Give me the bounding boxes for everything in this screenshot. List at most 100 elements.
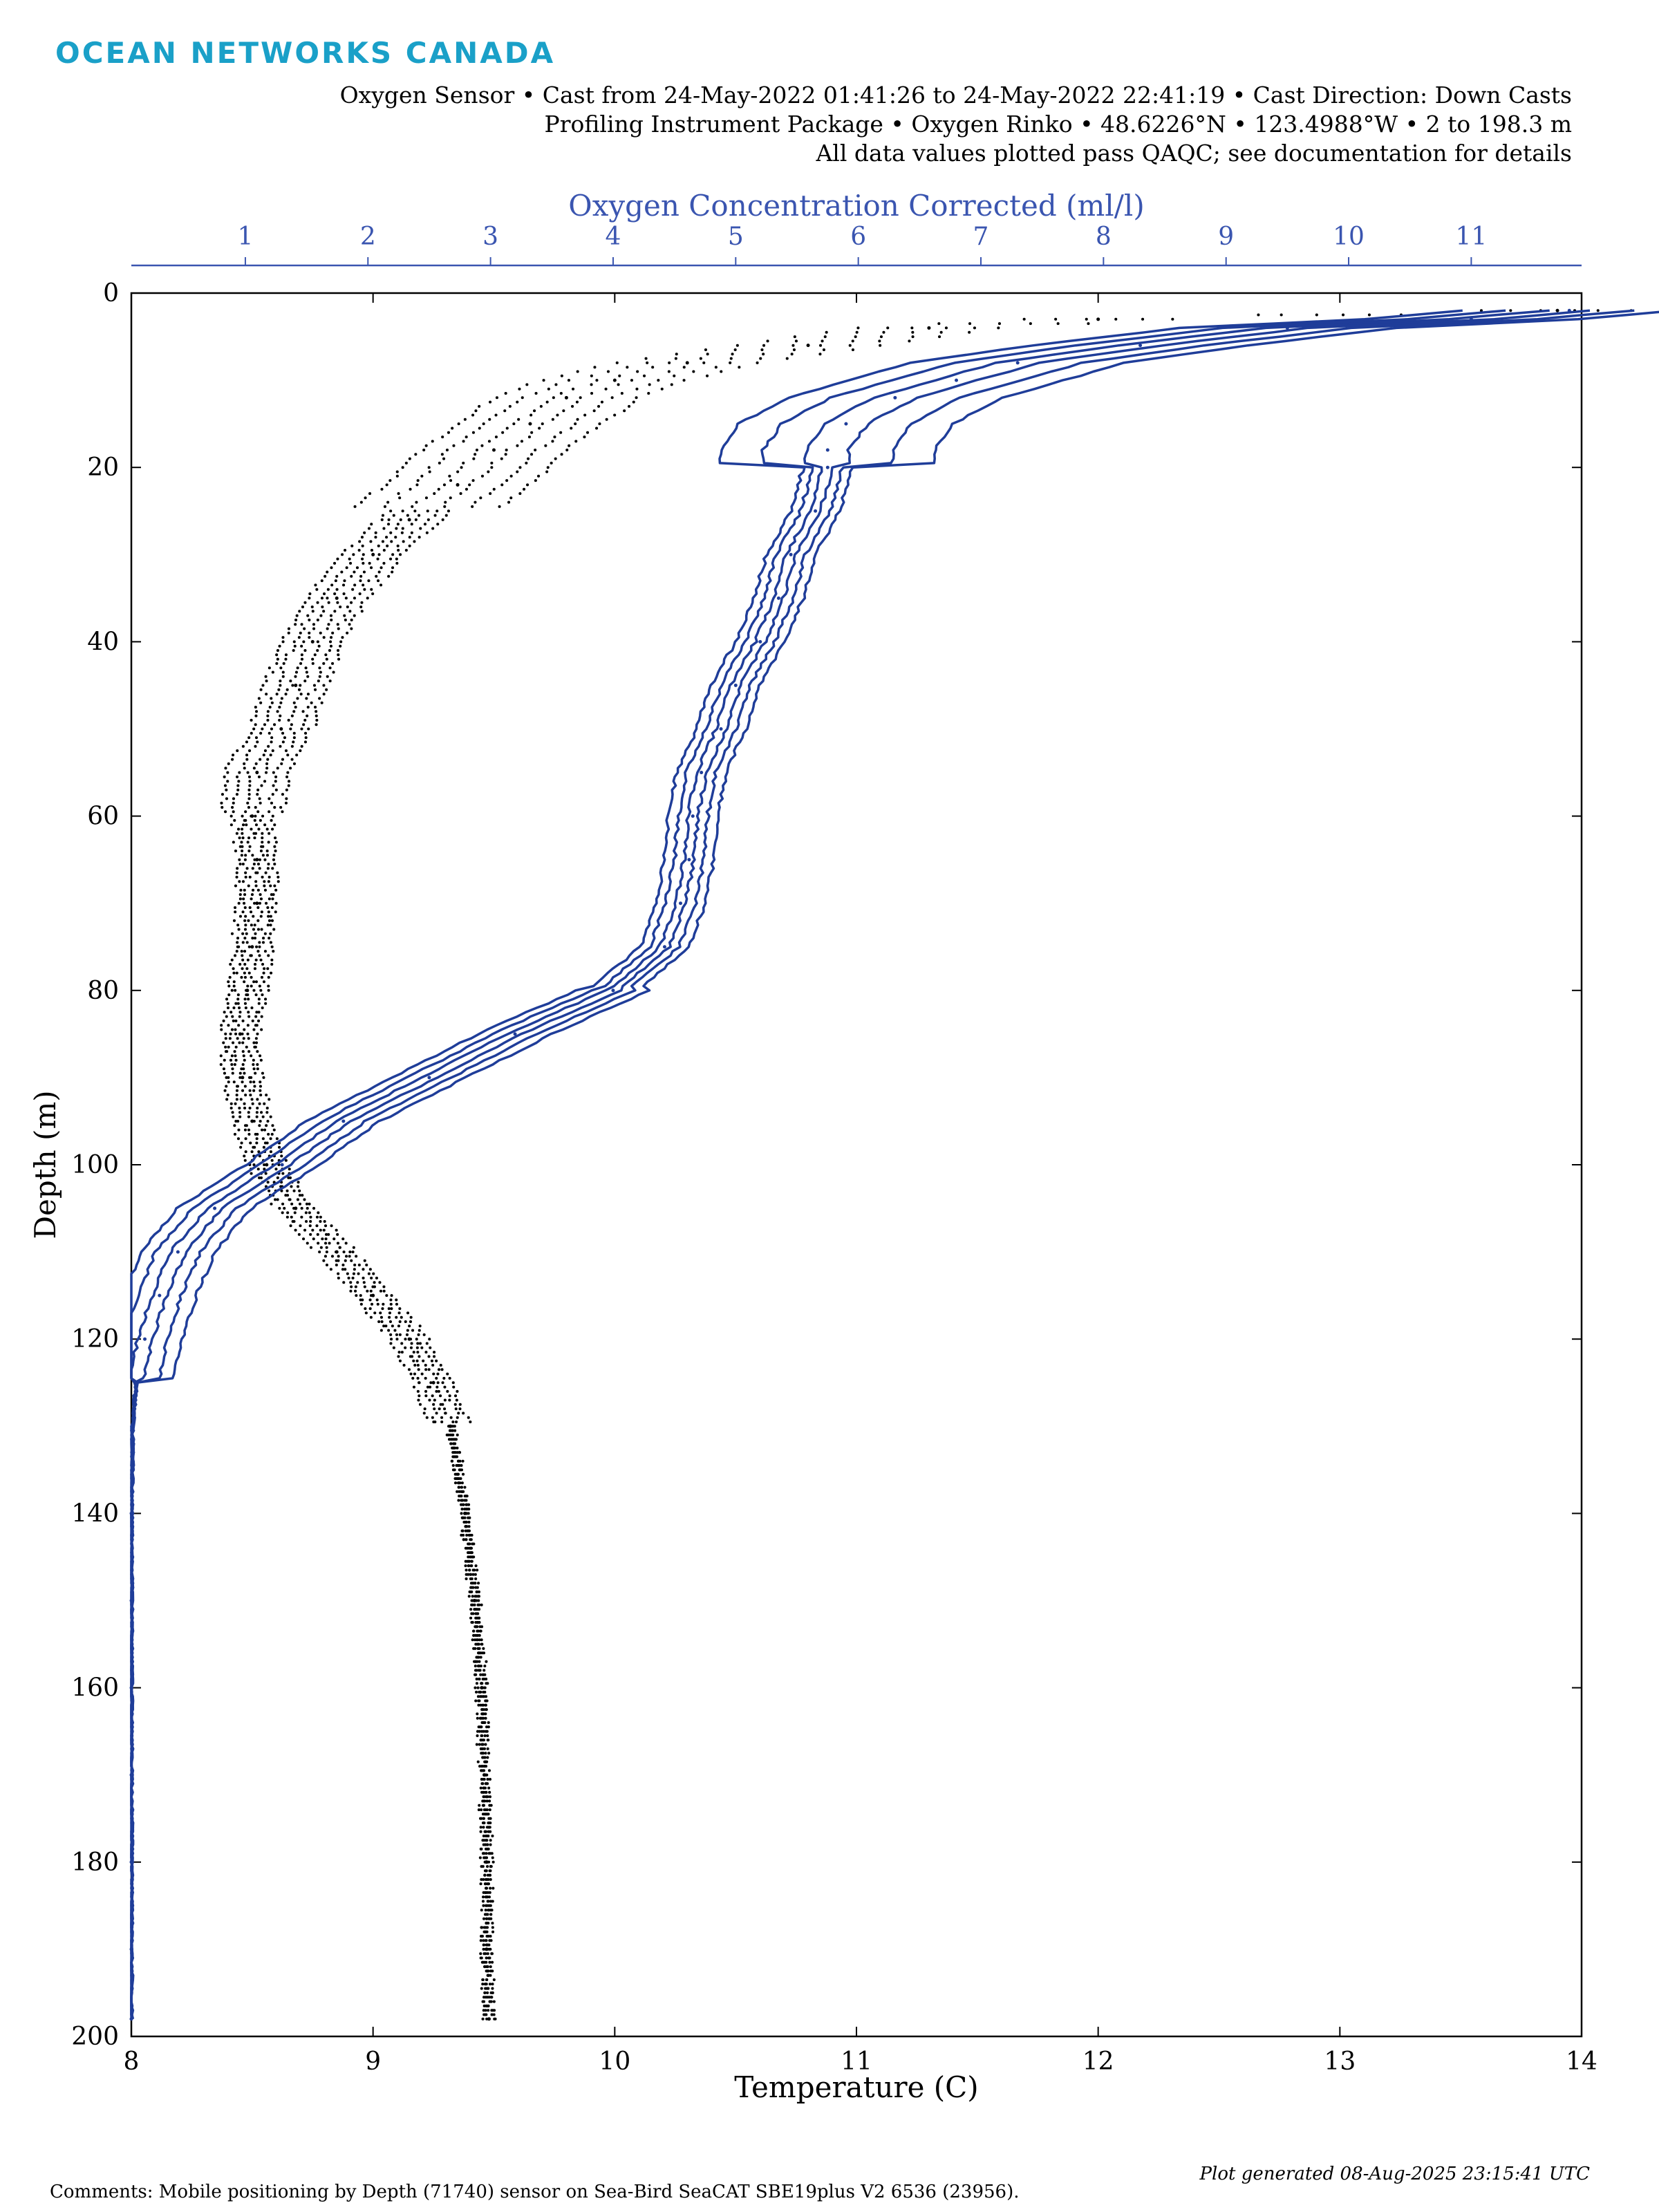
- data-point: [719, 727, 723, 731]
- top-tick-label: 5: [728, 223, 744, 251]
- temperature-cast-points: [241, 309, 1577, 2021]
- data-point: [806, 344, 810, 348]
- data-point: [691, 814, 695, 818]
- data-point: [700, 771, 704, 775]
- data-point: [1096, 317, 1100, 321]
- data-point: [129, 1511, 133, 1515]
- temperature-cast-points: [219, 309, 1483, 2021]
- data-point: [310, 639, 315, 644]
- data-point: [407, 1337, 411, 1341]
- data-point: [480, 1686, 484, 1690]
- x-tick-label: 12: [1082, 2047, 1114, 2076]
- top-tick-label: 7: [973, 223, 989, 251]
- data-point: [1285, 326, 1289, 330]
- y-axis-ticks: 0 20 40 60 80 100 120 140 160 180 200: [71, 279, 1582, 2051]
- y-axis-label: Depth (m): [28, 1090, 62, 1239]
- top-tick-label: 2: [360, 223, 376, 251]
- x-tick-label: 14: [1566, 2047, 1597, 2076]
- data-point: [265, 1163, 269, 1167]
- data-point: [427, 1076, 431, 1080]
- data-point: [129, 1599, 133, 1602]
- data-point: [1015, 361, 1020, 365]
- data-point: [250, 1119, 254, 1123]
- top-tick-label: 6: [850, 223, 866, 251]
- data-point: [844, 422, 848, 426]
- data-point: [825, 448, 830, 452]
- y-tick-label: 160: [71, 1674, 119, 1703]
- x-tick-label: 13: [1324, 2047, 1356, 2076]
- data-point: [131, 1424, 135, 1428]
- y-tick-label: 200: [71, 2023, 119, 2051]
- data-point: [487, 2017, 491, 2021]
- top-tick-label: 11: [1455, 223, 1487, 251]
- header-line-1: Oxygen Sensor • Cast from 24-May-2022 01…: [339, 82, 1572, 109]
- top-tick-label: 3: [482, 223, 498, 251]
- data-point: [279, 727, 283, 731]
- x-tick-label: 9: [365, 2047, 381, 2076]
- data-point: [456, 482, 460, 487]
- x-tick-label: 11: [841, 2047, 872, 2076]
- data-point: [473, 1599, 477, 1602]
- data-point: [485, 1947, 489, 1951]
- data-point: [1567, 308, 1571, 312]
- data-point: [213, 1206, 217, 1210]
- data-point: [449, 1424, 453, 1428]
- temperature-cast-points: [246, 309, 1600, 2021]
- header-line-2: Profiling Instrument Package • Oxygen Ri…: [544, 111, 1572, 138]
- data-point: [255, 858, 259, 862]
- top-tick-label: 4: [606, 223, 621, 251]
- oxygen-cast-line: [130, 310, 1659, 2019]
- plot-generated-timestamp: Plot generated 08-Aug-2025 23:15:41 UTC: [1199, 2164, 1590, 2184]
- data-point: [143, 1337, 147, 1341]
- data-point: [679, 901, 683, 906]
- series-oxygen: [129, 308, 1659, 2021]
- data-point: [528, 422, 532, 426]
- plot-frame: [130, 292, 1583, 2038]
- top-tick-label: 10: [1333, 223, 1365, 251]
- data-point: [1469, 317, 1473, 321]
- data-point: [893, 395, 897, 400]
- data-point: [371, 552, 375, 556]
- x-tick-label: 8: [124, 2047, 140, 2076]
- top-tick-label: 1: [237, 223, 253, 251]
- data-point: [134, 1380, 138, 1385]
- y-tick-label: 140: [71, 1499, 119, 1528]
- y-tick-label: 180: [71, 1848, 119, 1877]
- data-point: [564, 395, 568, 400]
- data-point: [927, 326, 931, 330]
- data-point: [129, 1686, 133, 1690]
- data-point: [294, 1206, 298, 1210]
- data-point: [482, 1773, 487, 1777]
- data-point: [611, 988, 615, 993]
- data-point: [371, 1293, 375, 1297]
- series-layer: [129, 308, 1659, 2021]
- data-point: [238, 1032, 242, 1036]
- data-point: [789, 552, 793, 556]
- data-point: [431, 1380, 435, 1385]
- y-tick-label: 120: [71, 1325, 119, 1353]
- data-point: [955, 378, 959, 382]
- data-point: [463, 1511, 467, 1515]
- data-point: [241, 1076, 245, 1080]
- y-tick-label: 0: [103, 279, 119, 308]
- oxygen-cast-line: [130, 309, 1591, 2020]
- temperature-cast-points: [254, 309, 1633, 2021]
- data-point: [407, 518, 411, 522]
- comments-note: Comments: Mobile positioning by Depth (7…: [50, 2182, 1020, 2202]
- data-point: [129, 1947, 133, 1951]
- data-point: [492, 448, 496, 452]
- x-axis-ticks: 8 9 10 11 12 13 14: [124, 293, 1597, 2076]
- data-point: [129, 2017, 133, 2021]
- x-tick-label: 10: [599, 2047, 630, 2076]
- data-point: [294, 683, 298, 687]
- data-point: [1138, 344, 1143, 348]
- temperature-cast-points: [233, 309, 1542, 2021]
- data-point: [245, 988, 250, 993]
- top-axis-ticks: 1 2 3 4 5 6 7 8 9 10 11: [237, 223, 1487, 265]
- header-line-3: All data values plotted pass QAQC; see d…: [816, 140, 1572, 167]
- y-tick-label: 100: [71, 1151, 119, 1179]
- data-point: [255, 901, 259, 906]
- oxygen-cast-line: [130, 309, 1550, 2020]
- temperature-cast-points: [225, 309, 1512, 2021]
